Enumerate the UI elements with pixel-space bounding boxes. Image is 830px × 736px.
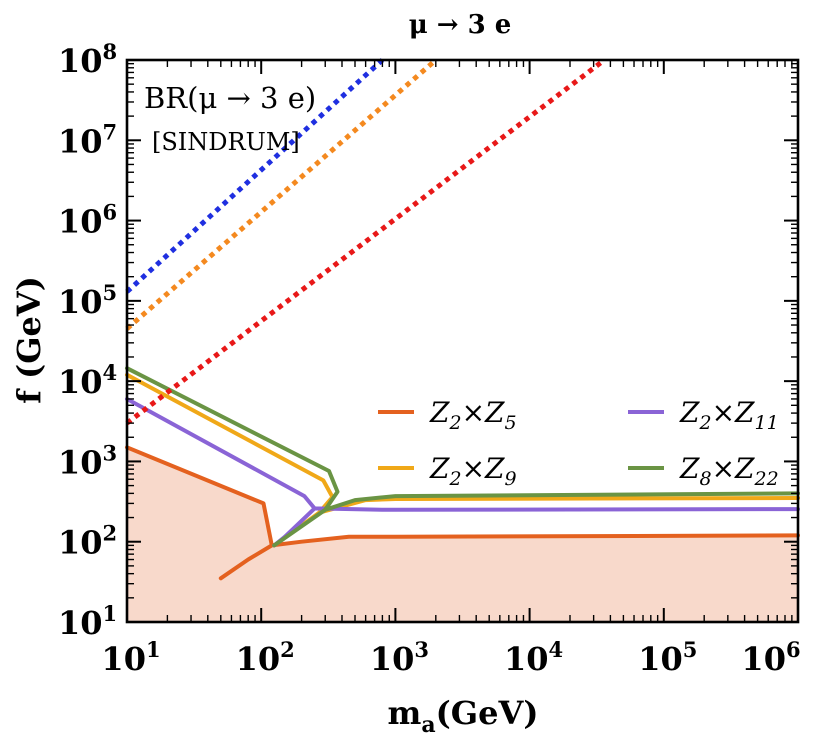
y-tick-label-exp: 4 xyxy=(103,360,118,385)
y-tick-label: 104 xyxy=(58,360,117,401)
series-line-orange-dotted xyxy=(125,58,438,331)
annotation-sindrum: [SINDRUM] xyxy=(152,128,300,156)
tick-labels: 101 102 103 104 105 1061011021031041051061071… xyxy=(58,39,801,678)
annotation-br: BR(μ → 3 e) xyxy=(144,81,316,115)
series-line-blue-dotted xyxy=(125,58,385,294)
y-tick-label: 106 xyxy=(58,200,117,241)
x-tick-label-exp: 6 xyxy=(786,637,801,662)
legend-label-part: ×Z xyxy=(462,452,505,485)
y-tick-label-base: 10 xyxy=(58,524,103,562)
y-tick-label: 108 xyxy=(58,39,117,80)
tick-marks xyxy=(126,59,799,623)
legend-label-part: ×Z xyxy=(712,452,755,485)
x-tick-label: 106 xyxy=(741,637,800,678)
y-tick-label: 103 xyxy=(58,440,117,481)
x-tick-label-base: 10 xyxy=(741,640,786,678)
legend-label-part: ×Z xyxy=(712,396,755,429)
y-tick-label-exp: 2 xyxy=(103,521,118,546)
x-axis-label: ma(GeV) xyxy=(388,694,539,736)
legend-label-sub: 11 xyxy=(754,412,778,434)
y-tick-label-exp: 6 xyxy=(103,200,118,225)
x-tick-label-base: 10 xyxy=(236,640,281,678)
y-tick-label-base: 10 xyxy=(58,604,103,642)
series-line-z2-z5 xyxy=(125,445,800,581)
legend-label-sub: 9 xyxy=(504,468,516,490)
x-tick-label: 103 xyxy=(370,637,429,678)
legend-label-sub: 5 xyxy=(504,412,516,434)
legend-label-sub: 2 xyxy=(448,468,461,490)
x-tick-label-exp: 1 xyxy=(146,637,161,662)
legend-label: Z2×Z5 xyxy=(429,396,517,434)
series-line-z8-z22 xyxy=(125,366,800,548)
x-tick-label-exp: 3 xyxy=(414,637,429,662)
x-tick-label: 102 xyxy=(236,637,295,678)
y-tick-label: 102 xyxy=(58,521,117,562)
y-tick-label-base: 10 xyxy=(58,283,103,321)
y-tick-label-base: 10 xyxy=(58,363,103,401)
y-tick-label: 101 xyxy=(58,601,117,642)
x-axis-label-sub: a xyxy=(421,712,435,736)
y-tick-label-exp: 7 xyxy=(103,119,118,144)
y-tick-label-exp: 1 xyxy=(103,601,118,626)
y-tick-label-base: 10 xyxy=(58,203,103,241)
legend-label-sub: 8 xyxy=(699,468,711,490)
y-tick-label-exp: 3 xyxy=(103,440,118,465)
y-tick-label-base: 10 xyxy=(58,42,103,80)
y-tick-label-exp: 8 xyxy=(103,39,118,64)
y-tick-label: 107 xyxy=(58,119,117,160)
y-tick-label: 105 xyxy=(58,280,117,321)
plot-frame xyxy=(125,58,800,624)
x-axis-label-main: m xyxy=(388,694,422,732)
y-tick-label-base: 10 xyxy=(58,122,103,160)
legend-label: Z8×Z22 xyxy=(679,452,779,490)
x-tick-label-base: 10 xyxy=(638,640,683,678)
y-tick-label-exp: 5 xyxy=(103,280,118,305)
x-tick-label: 105 xyxy=(638,637,697,678)
legend-label-part: Z xyxy=(429,452,450,485)
x-tick-label-exp: 4 xyxy=(549,637,564,662)
x-tick-label: 104 xyxy=(504,637,563,678)
legend-label-part: Z xyxy=(679,452,700,485)
series-layer xyxy=(125,58,800,581)
x-tick-label-base: 10 xyxy=(504,640,549,678)
legend-label: Z2×Z9 xyxy=(429,452,517,490)
excluded-region xyxy=(127,447,798,622)
x-tick-label-base: 10 xyxy=(101,640,146,678)
legend-label-part: Z xyxy=(679,396,700,429)
y-axis-label: f (GeV) xyxy=(10,276,48,404)
chart-title: μ → 3 e xyxy=(409,10,512,40)
legend-label-sub: 22 xyxy=(753,468,778,490)
x-tick-label-exp: 5 xyxy=(683,637,698,662)
y-tick-label-base: 10 xyxy=(58,443,103,481)
x-tick-label-base: 10 xyxy=(370,640,415,678)
x-axis-label-unit: (GeV) xyxy=(436,694,539,732)
legend-label: Z2×Z11 xyxy=(679,396,779,434)
x-tick-label-exp: 2 xyxy=(280,637,295,662)
legend-label-part: Z xyxy=(429,396,450,429)
legend-label-part: ×Z xyxy=(462,396,505,429)
legend-label-sub: 2 xyxy=(698,412,711,434)
legend-label-sub: 2 xyxy=(448,412,461,434)
x-tick-label: 101 xyxy=(101,637,160,678)
